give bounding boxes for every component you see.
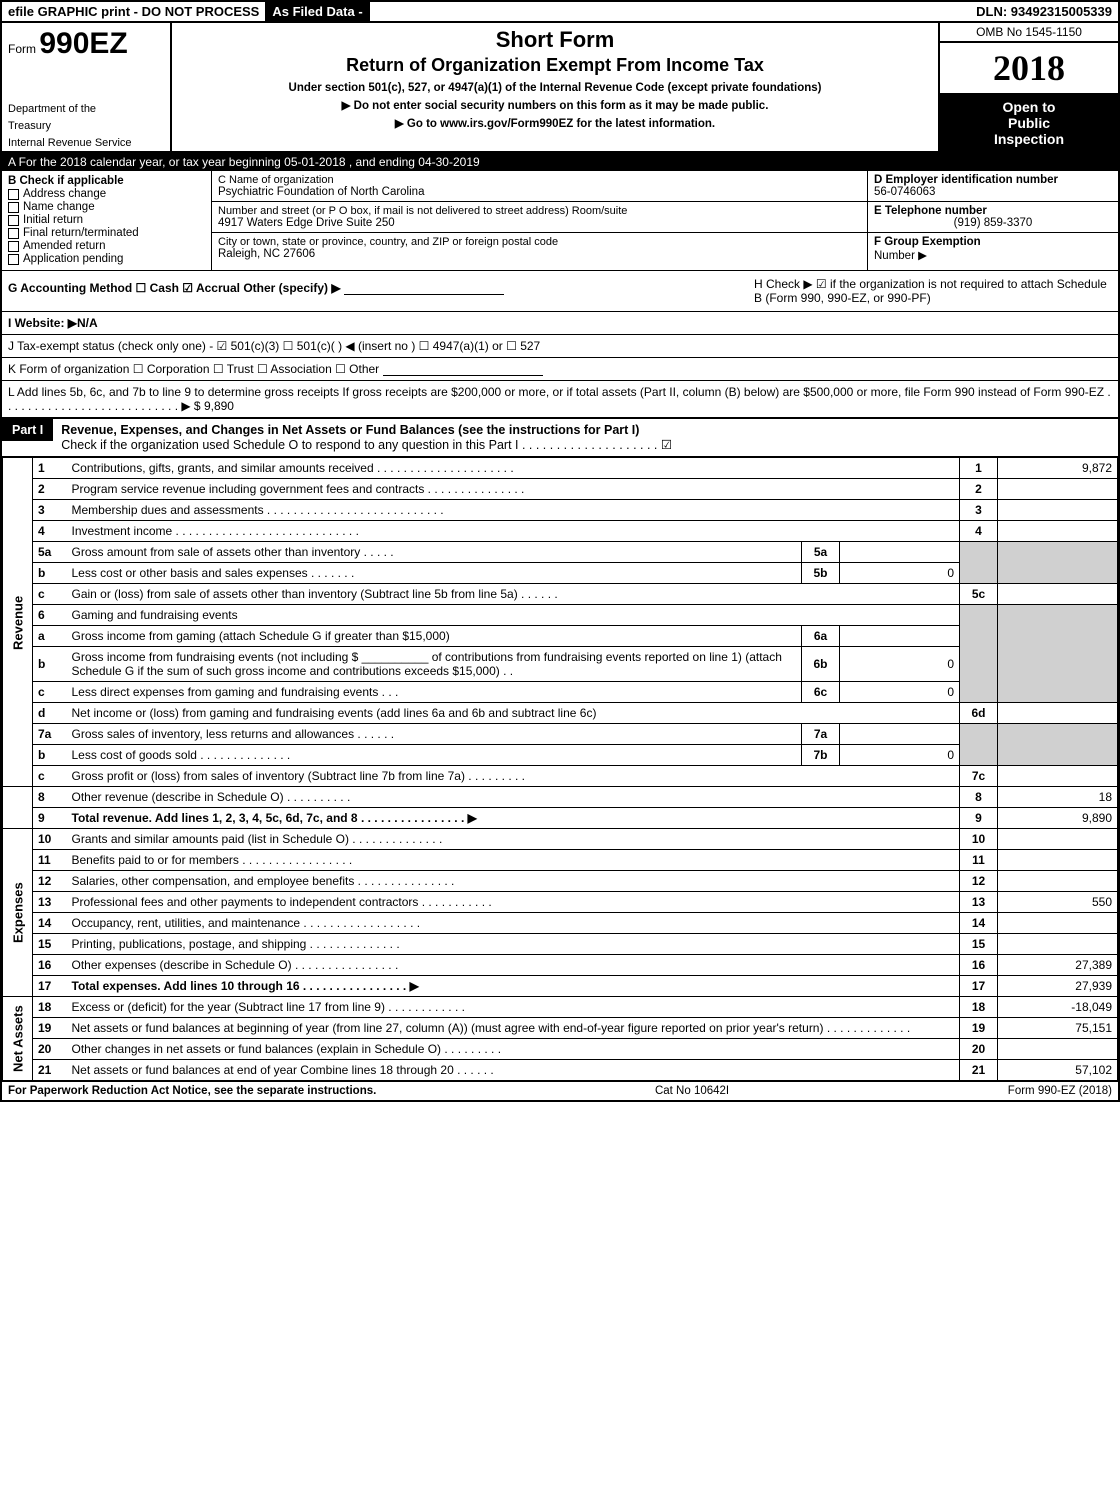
e-label: E Telephone number [874, 205, 1112, 217]
c-city-label: City or town, state or province, country… [218, 236, 861, 248]
form-number: 990EZ [39, 27, 127, 60]
line-6c: c Less direct expenses from gaming and f… [3, 682, 1118, 703]
ein-value: 56-0746063 [874, 186, 1112, 198]
as-filed-badge: As Filed Data - [266, 2, 369, 21]
side-label-net-assets: Net Assets [3, 997, 33, 1081]
part-i-header: Part I Revenue, Expenses, and Changes in… [2, 417, 1118, 457]
org-name: Psychiatric Foundation of North Carolina [218, 186, 424, 198]
department-line3: Internal Revenue Service [2, 134, 170, 151]
omb-number: OMB No 1545-1150 [940, 23, 1118, 43]
line-21: 21Net assets or fund balances at end of … [3, 1060, 1118, 1081]
line-12: 12Salaries, other compensation, and empl… [3, 871, 1118, 892]
checkbox-application-pending[interactable]: Application pending [8, 253, 205, 265]
part-i-table: Revenue 1 Contributions, gifts, grants, … [2, 457, 1118, 1081]
row-g-h: G Accounting Method ☐ Cash ☑ Accrual Oth… [2, 271, 1118, 312]
line-17: 17Total expenses. Add lines 10 through 1… [3, 976, 1118, 997]
line-5a: 5a Gross amount from sale of assets othe… [3, 542, 1118, 563]
line-20: 20Other changes in net assets or fund ba… [3, 1039, 1118, 1060]
section-b-label: B Check if applicable [8, 175, 205, 187]
goto-link-text[interactable]: ▶ Go to www.irs.gov/Form990EZ for the la… [180, 116, 930, 130]
line-8: 8 Other revenue (describe in Schedule O)… [3, 787, 1118, 808]
line-18: Net Assets 18Excess or (deficit) for the… [3, 997, 1118, 1018]
f-label: F Group Exemption [874, 236, 981, 248]
efile-text: efile GRAPHIC print - DO NOT PROCESS [2, 2, 266, 21]
row-a-tax-year: A For the 2018 calendar year, or tax yea… [2, 153, 1118, 171]
line-15: 15Printing, publications, postage, and s… [3, 934, 1118, 955]
checkbox-name-change[interactable]: Name change [8, 201, 205, 213]
section-d-e-f: D Employer identification number 56-0746… [868, 171, 1118, 270]
checkbox-amended-return[interactable]: Amended return [8, 240, 205, 252]
section-b: B Check if applicable Address change Nam… [2, 171, 212, 270]
phone-value: (919) 859-3370 [874, 217, 1112, 229]
form-subtitle: Return of Organization Exempt From Incom… [180, 55, 930, 76]
row-i-website: I Website: ▶N/A [2, 312, 1118, 335]
line-6a: a Gross income from gaming (attach Sched… [3, 626, 1118, 647]
inspection-line1: Open to [944, 99, 1114, 115]
part-i-tag: Part I [2, 419, 53, 441]
side-label-expenses: Expenses [3, 829, 33, 997]
org-address: 4917 Waters Edge Drive Suite 250 [218, 217, 395, 229]
g-accounting-method: G Accounting Method ☐ Cash ☑ Accrual Oth… [8, 281, 341, 295]
form-header: Form 990EZ Department of the Treasury In… [2, 23, 1118, 153]
form-prefix: Form [8, 42, 36, 56]
under-section-text: Under section 501(c), 527, or 4947(a)(1)… [180, 82, 930, 94]
footer-mid: Cat No 10642I [655, 1085, 729, 1097]
org-city: Raleigh, NC 27606 [218, 248, 315, 260]
org-other-blank[interactable] [383, 364, 543, 376]
row-k-form-org: K Form of organization ☐ Corporation ☐ T… [2, 358, 1118, 381]
line-16: 16Other expenses (describe in Schedule O… [3, 955, 1118, 976]
form-990ez: efile GRAPHIC print - DO NOT PROCESS As … [0, 0, 1120, 1102]
line-6: 6 Gaming and fundraising events [3, 605, 1118, 626]
row-l-gross-receipts: L Add lines 5b, 6c, and 7b to line 9 to … [2, 381, 1118, 417]
line-6b: b Gross income from fundraising events (… [3, 647, 1118, 682]
line-11: 11Benefits paid to or for members . . . … [3, 850, 1118, 871]
inspection-line3: Inspection [944, 131, 1114, 147]
department-line1: Department of the [2, 100, 170, 117]
f-label2: Number ▶ [874, 250, 927, 262]
line-2: 2 Program service revenue including gove… [3, 479, 1118, 500]
d-label: D Employer identification number [874, 174, 1112, 186]
line-4: 4 Investment income . . . . . . . . . . … [3, 521, 1118, 542]
section-c: C Name of organization Psychiatric Found… [212, 171, 868, 270]
page-footer: For Paperwork Reduction Act Notice, see … [2, 1081, 1118, 1100]
line-5c: c Gain or (loss) from sale of assets oth… [3, 584, 1118, 605]
line-7b: b Less cost of goods sold . . . . . . . … [3, 745, 1118, 766]
c-addr-label: Number and street (or P O box, if mail i… [218, 205, 861, 217]
line-14: 14Occupancy, rent, utilities, and mainte… [3, 913, 1118, 934]
checkbox-initial-return[interactable]: Initial return [8, 214, 205, 226]
no-ssn-warning: ▶ Do not enter social security numbers o… [180, 98, 930, 112]
checkbox-final-return[interactable]: Final return/terminated [8, 227, 205, 239]
efile-bar: efile GRAPHIC print - DO NOT PROCESS As … [2, 2, 1118, 23]
line-5b: b Less cost or other basis and sales exp… [3, 563, 1118, 584]
footer-right: Form 990-EZ (2018) [1008, 1085, 1112, 1097]
part-i-check: Check if the organization used Schedule … [61, 437, 1118, 452]
row-j-tax-exempt: J Tax-exempt status (check only one) - ☑… [2, 335, 1118, 358]
line-1: Revenue 1 Contributions, gifts, grants, … [3, 458, 1118, 479]
h-schedule-b: H Check ▶ ☑ if the organization is not r… [748, 271, 1118, 311]
dln: DLN: 93492315005339 [970, 2, 1118, 21]
accounting-other-blank[interactable] [344, 283, 504, 295]
line-6d: d Net income or (loss) from gaming and f… [3, 703, 1118, 724]
short-form-title: Short Form [180, 27, 930, 53]
side-label-revenue: Revenue [3, 458, 33, 787]
part-i-title: Revenue, Expenses, and Changes in Net As… [61, 423, 1118, 437]
c-label: C Name of organization [218, 174, 861, 186]
line-19: 19Net assets or fund balances at beginni… [3, 1018, 1118, 1039]
footer-left: For Paperwork Reduction Act Notice, see … [8, 1085, 376, 1097]
line-7a: 7a Gross sales of inventory, less return… [3, 724, 1118, 745]
line-13: 13Professional fees and other payments t… [3, 892, 1118, 913]
inspection-line2: Public [944, 115, 1114, 131]
checkbox-address-change[interactable]: Address change [8, 188, 205, 200]
line-7c: c Gross profit or (loss) from sales of i… [3, 766, 1118, 787]
line-10: Expenses 10 Grants and similar amounts p… [3, 829, 1118, 850]
tax-year: 2018 [940, 43, 1118, 95]
department-line2: Treasury [2, 117, 170, 134]
line-3: 3 Membership dues and assessments . . . … [3, 500, 1118, 521]
block-b-through-f: B Check if applicable Address change Nam… [2, 171, 1118, 271]
line-9: 9 Total revenue. Add lines 1, 2, 3, 4, 5… [3, 808, 1118, 829]
